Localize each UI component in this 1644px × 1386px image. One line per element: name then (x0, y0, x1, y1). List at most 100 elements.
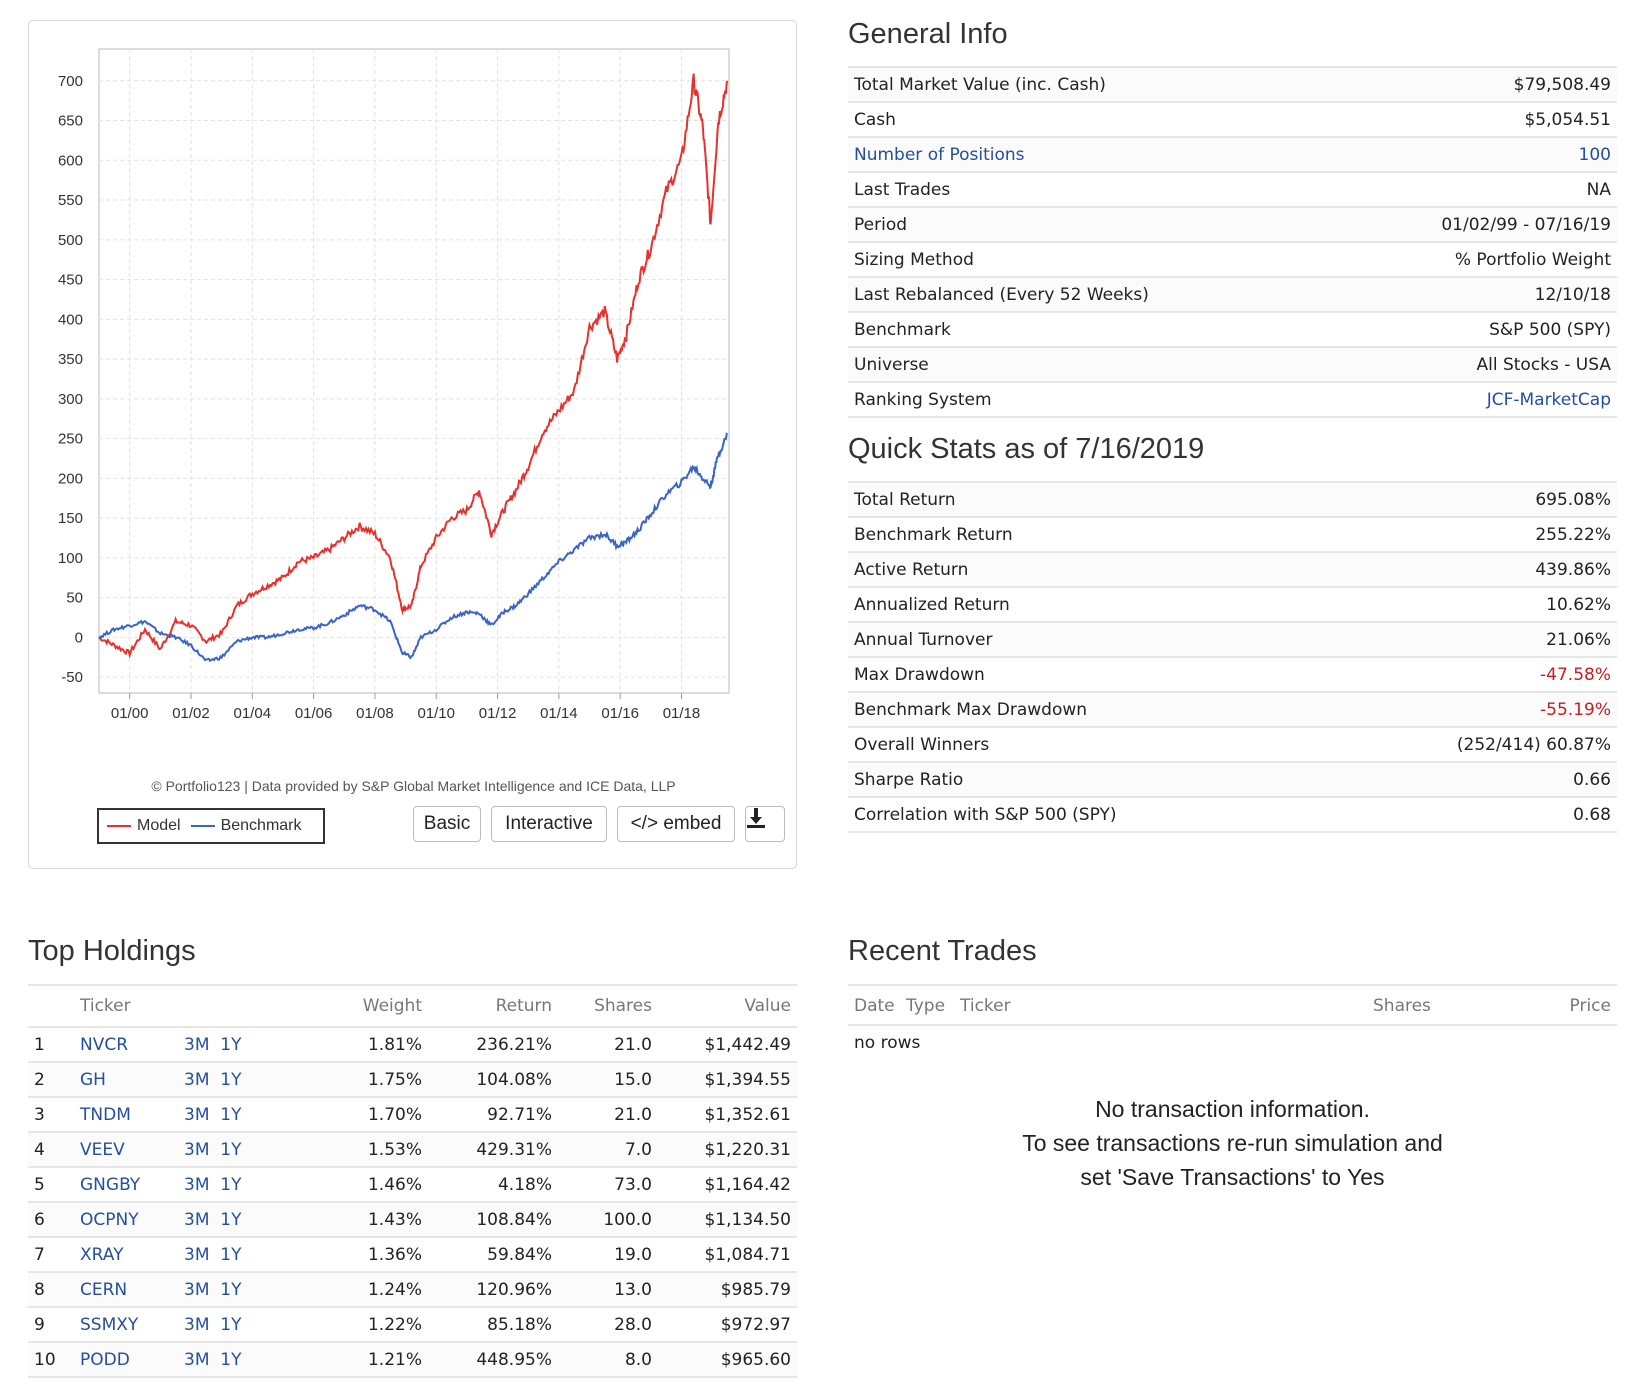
holding-1y-link[interactable]: 1Y (220, 1244, 242, 1265)
holding-shares: 28.0 (558, 1307, 658, 1343)
holding-shares: 73.0 (558, 1167, 658, 1203)
holding-value: $1,134.50 (658, 1202, 797, 1238)
x-tick-label: 01/14 (540, 705, 578, 722)
value-header[interactable]: Value (658, 984, 797, 1028)
general-info-label: Benchmark (854, 319, 951, 340)
quick-stats-label: Benchmark Return (854, 524, 1013, 545)
holding-weight: 1.70% (298, 1097, 428, 1133)
legend-item-model[interactable]: Model (107, 817, 181, 835)
x-tick-label: 01/16 (601, 705, 639, 722)
trade-shares-header[interactable]: Shares (1373, 996, 1431, 1016)
general-info-value[interactable]: JCF-MarketCap (1486, 389, 1611, 410)
holding-ticker-link[interactable]: OCPNY (80, 1209, 139, 1230)
holding-3m-link[interactable]: 3M (184, 1069, 210, 1090)
general-info-value: S&P 500 (SPY) (1489, 319, 1611, 340)
y-tick-label: 600 (58, 152, 83, 169)
holding-3m-link[interactable]: 3M (184, 1209, 210, 1230)
price-header[interactable]: Price (1569, 996, 1611, 1016)
general-info-value: 12/10/18 (1534, 284, 1611, 305)
holding-row: 9 SSMXY 3M 1Y 1.22% 85.18% 28.0 $972.97 (28, 1307, 797, 1343)
holding-3m-link[interactable]: 3M (184, 1104, 210, 1125)
no-transaction-message: No transaction information. To see trans… (848, 1092, 1617, 1194)
holding-ticker-link[interactable]: TNDM (80, 1104, 131, 1125)
quick-stats-row: Correlation with S&P 500 (SPY) 0.68 (848, 798, 1617, 833)
holding-3m-link[interactable]: 3M (184, 1244, 210, 1265)
holding-ticker-link[interactable]: VEEV (80, 1139, 125, 1160)
y-tick-label: 300 (58, 391, 83, 408)
general-info-row[interactable]: Number of Positions 100 (848, 138, 1617, 173)
return-header[interactable]: Return (428, 984, 558, 1028)
quick-stats-value: -47.58% (1540, 664, 1611, 685)
holding-ticker-link[interactable]: XRAY (80, 1244, 124, 1265)
general-info-value[interactable]: 100 (1578, 144, 1611, 165)
holding-3m-link[interactable]: 3M (184, 1279, 210, 1300)
holding-ticker-link[interactable]: SSMXY (80, 1314, 139, 1335)
quick-stats-row: Overall Winners (252/414) 60.87% (848, 728, 1617, 763)
legend-item-benchmark[interactable]: Benchmark (190, 817, 302, 835)
holding-1y-link[interactable]: 1Y (220, 1139, 242, 1160)
x-tick-label: 01/12 (479, 705, 517, 722)
holding-1y-link[interactable]: 1Y (220, 1279, 242, 1300)
message-line-3: set 'Save Transactions' to Yes (1080, 1164, 1385, 1190)
holding-ticker-link[interactable]: NVCR (80, 1034, 129, 1055)
shares-header[interactable]: Shares (558, 984, 658, 1028)
holding-rank: 1 (28, 1027, 74, 1063)
general-info-label: Last Rebalanced (Every 52 Weeks) (854, 284, 1149, 305)
holding-ticker-link[interactable]: GNGBY (80, 1174, 141, 1195)
trade-ticker-header[interactable]: Ticker (960, 996, 1011, 1016)
holding-value: $1,084.71 (658, 1237, 797, 1273)
basic-button[interactable]: Basic (413, 806, 481, 842)
legend-label-benchmark: Benchmark (220, 817, 302, 834)
holding-row: 1 NVCR 3M 1Y 1.81% 236.21% 21.0 $1,442.49 (28, 1027, 797, 1063)
holding-1y-link[interactable]: 1Y (220, 1209, 242, 1230)
y-tick-label: 350 (58, 351, 83, 368)
holding-weight: 1.24% (298, 1272, 428, 1308)
general-info-row: Period 01/02/99 - 07/16/19 (848, 208, 1617, 243)
holding-shares: 8.0 (558, 1342, 658, 1378)
y-tick-label: 400 (58, 311, 83, 328)
date-header[interactable]: Date (854, 996, 895, 1016)
holding-1y-link[interactable]: 1Y (220, 1034, 242, 1055)
interactive-button[interactable]: Interactive (491, 806, 607, 842)
holding-1y-link[interactable]: 1Y (220, 1314, 242, 1335)
holding-3m-link[interactable]: 3M (184, 1314, 210, 1335)
embed-button[interactable]: </> embed (617, 806, 735, 842)
general-info-title: General Info (848, 18, 1008, 50)
holding-3m-link[interactable]: 3M (184, 1349, 210, 1370)
holding-row: 3 TNDM 3M 1Y 1.70% 92.71% 21.0 $1,352.61 (28, 1097, 797, 1133)
general-info-value: % Portfolio Weight (1454, 249, 1611, 270)
holding-3m-link[interactable]: 3M (184, 1174, 210, 1195)
holding-1y-link[interactable]: 1Y (220, 1174, 242, 1195)
recent-trades-title: Recent Trades (848, 935, 1037, 967)
holding-1y-link[interactable]: 1Y (220, 1104, 242, 1125)
quick-stats-row: Active Return 439.86% (848, 553, 1617, 588)
general-info-label: Period (854, 214, 908, 235)
y-tick-label: -50 (61, 669, 83, 686)
quick-stats-label: Sharpe Ratio (854, 769, 964, 790)
legend-swatch-model (107, 825, 131, 827)
general-info-row: Last Rebalanced (Every 52 Weeks) 12/10/18 (848, 278, 1617, 313)
y-tick-label: 450 (58, 272, 83, 289)
ticker-header[interactable]: Ticker (74, 984, 178, 1028)
holding-value: $1,164.42 (658, 1167, 797, 1203)
holding-3m-link[interactable]: 3M (184, 1139, 210, 1160)
holding-shares: 21.0 (558, 1027, 658, 1063)
weight-header[interactable]: Weight (298, 984, 428, 1028)
holding-return: 4.18% (428, 1167, 558, 1203)
y-tick-label: 550 (58, 192, 83, 209)
legend-swatch-benchmark (190, 825, 215, 827)
holding-1y-link[interactable]: 1Y (220, 1349, 242, 1370)
holding-ticker-link[interactable]: GH (80, 1069, 106, 1090)
holding-3m-link[interactable]: 3M (184, 1034, 210, 1055)
holding-shares: 21.0 (558, 1097, 658, 1133)
holding-ticker-link[interactable]: CERN (80, 1279, 128, 1300)
type-header[interactable]: Type (906, 996, 946, 1016)
rank-header (28, 984, 74, 1028)
quick-stats-label: Active Return (854, 559, 969, 580)
general-info-label: Ranking System (854, 389, 992, 410)
download-button[interactable] (745, 806, 785, 842)
holding-ticker-link[interactable]: PODD (80, 1349, 130, 1370)
general-info-label[interactable]: Number of Positions (854, 144, 1025, 165)
holding-value: $1,220.31 (658, 1132, 797, 1168)
holding-1y-link[interactable]: 1Y (220, 1069, 242, 1090)
